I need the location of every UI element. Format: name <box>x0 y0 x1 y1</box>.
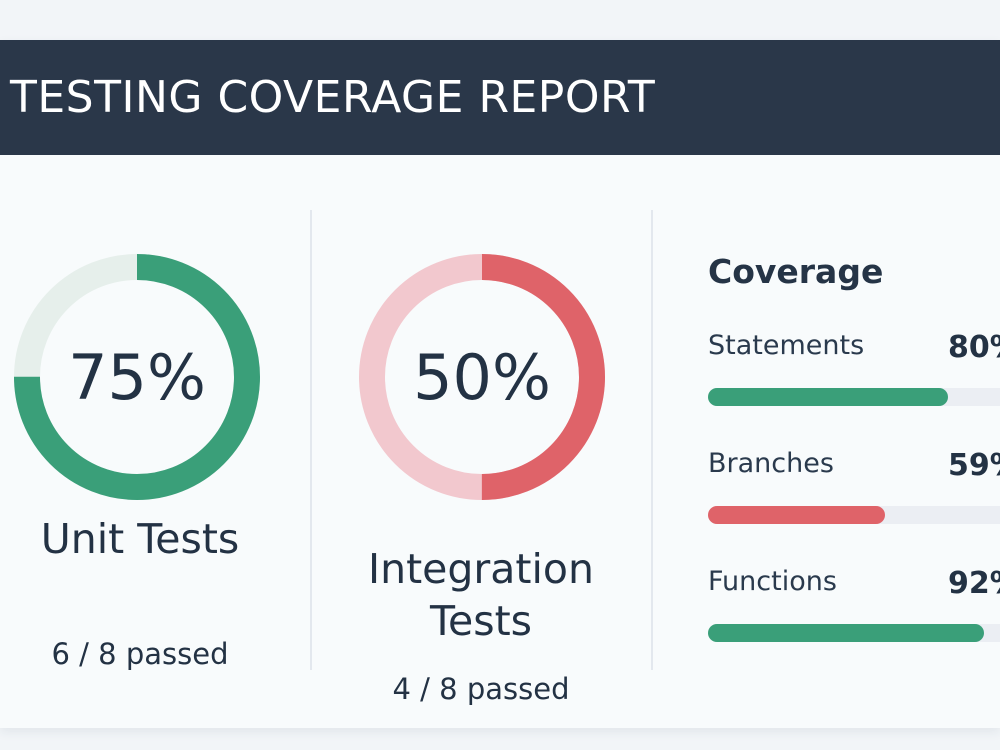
metric-label: Functions <box>708 566 837 597</box>
unit-tests-ring-arc <box>14 254 260 500</box>
integration-tests-ring-arc <box>359 254 605 500</box>
integration-tests-percent: 50% <box>413 340 551 414</box>
metric-bar-fill <box>708 506 885 524</box>
report-header: TESTING COVERAGE REPORT <box>0 40 1000 155</box>
panel-divider <box>651 210 653 670</box>
metric-value: 80% <box>948 330 1000 365</box>
panel-divider <box>310 210 312 670</box>
metric-bar-track <box>708 388 1000 406</box>
metric-bar-track <box>708 624 1000 642</box>
unit-tests-panel: 75% Unit Tests 6 / 8 passed <box>0 155 310 728</box>
integration-tests-progress-ring: 50% <box>357 252 607 502</box>
integration-tests-ring-graphic <box>359 254 605 500</box>
coverage-metric-functions: Functions 92% <box>708 566 1000 646</box>
unit-tests-summary: 6 / 8 passed <box>51 637 229 671</box>
metric-bar-track <box>708 506 1000 524</box>
coverage-heading: Coverage <box>708 252 884 291</box>
metric-bar-fill <box>708 624 984 642</box>
coverage-metric-statements: Statements 80% <box>708 330 1000 410</box>
metric-label: Branches <box>708 448 834 479</box>
integration-tests-panel: 50% Integration Tests 4 / 8 passed <box>311 155 651 728</box>
unit-tests-percent: 75% <box>68 340 206 414</box>
unit-tests-progress-ring: 75% <box>12 252 262 502</box>
unit-tests-title: Unit Tests <box>40 515 240 563</box>
integration-tests-title-line2: Tests <box>429 597 533 645</box>
integration-tests-summary: 4 / 8 passed <box>392 672 570 706</box>
coverage-panel: Coverage Statements 80% Branches 59% Fun… <box>652 155 1000 728</box>
metric-bar-fill <box>708 388 948 406</box>
unit-tests-ring-graphic <box>14 254 260 500</box>
metric-label: Statements <box>708 330 865 361</box>
coverage-report-card: TESTING COVERAGE REPORT 75% Unit Tests 6… <box>0 40 1000 728</box>
coverage-metric-branches: Branches 59% <box>708 448 1000 528</box>
metric-value: 59% <box>948 448 1000 483</box>
report-title: TESTING COVERAGE REPORT <box>10 72 656 123</box>
integration-tests-title: Integration Tests <box>331 543 631 647</box>
metric-value: 92% <box>948 566 1000 601</box>
integration-tests-title-line1: Integration <box>368 545 594 593</box>
